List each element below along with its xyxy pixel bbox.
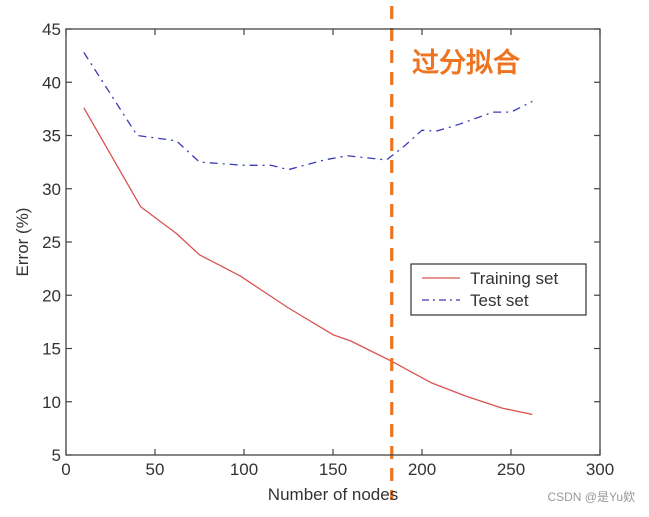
y-tick-label: 35 — [42, 127, 61, 146]
y-tick-label: 40 — [42, 73, 61, 92]
watermark: CSDN @是Yu欸 — [547, 490, 635, 504]
legend-box — [410, 263, 587, 316]
y-tick-label: 15 — [42, 340, 61, 359]
x-tick-label: 100 — [230, 460, 258, 479]
y-tick-label: 10 — [42, 393, 61, 412]
x-tick-label: 50 — [146, 460, 165, 479]
x-tick-label: 250 — [497, 460, 525, 479]
y-axis-title: Error (%) — [13, 208, 32, 277]
axes: 0 50 100 150 200 250 300 5 10 15 20 25 30 35 40 45 — [42, 20, 614, 479]
y-tick-label: 20 — [42, 286, 61, 305]
y-tick-label: 30 — [42, 180, 61, 199]
x-axis-title: Number of nodes — [268, 485, 398, 504]
x-tick-label: 300 — [586, 460, 614, 479]
series-layer — [83, 6, 533, 500]
y-tick-label: 25 — [42, 233, 61, 252]
y-tick-label: 5 — [52, 446, 61, 465]
legend-test-label: Test set — [470, 291, 529, 310]
y-tick-label: 45 — [42, 20, 61, 39]
x-tick-label: 0 — [61, 460, 70, 479]
test-set-line — [83, 52, 533, 171]
overfitting-annotation: 过分拟合 — [412, 47, 520, 79]
training-set-line — [83, 107, 533, 416]
legend-training-label: Training set — [470, 269, 558, 288]
legend: Training set Test set — [410, 263, 587, 316]
axes-frame — [65, 28, 601, 456]
x-tick-label: 150 — [319, 460, 347, 479]
x-tick-label: 200 — [408, 460, 436, 479]
